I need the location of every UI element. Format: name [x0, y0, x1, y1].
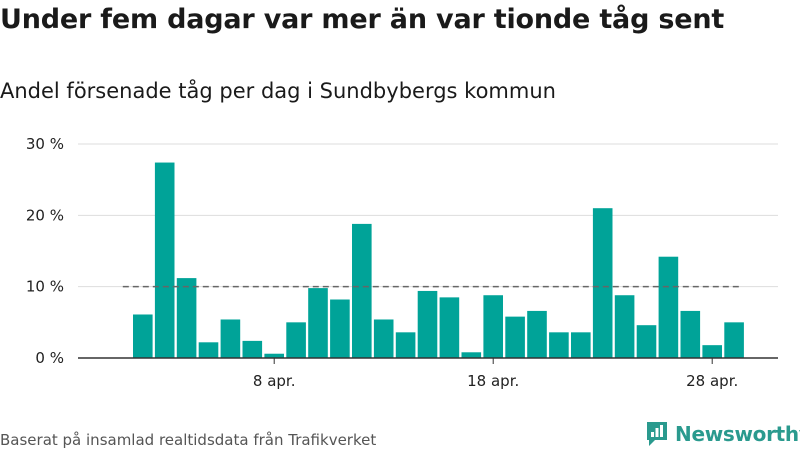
bar — [483, 295, 503, 358]
bar — [658, 256, 679, 358]
bar-chart: 0 % 10 % 20 % 30 % 8 apr. 18 apr. 28 apr. — [26, 135, 778, 390]
bar — [330, 299, 350, 358]
bar — [154, 162, 175, 358]
axes: 0 % 10 % 20 % 30 % 8 apr. 18 apr. 28 apr. — [26, 135, 778, 390]
bar — [439, 297, 460, 358]
bar — [133, 314, 153, 358]
bar — [198, 342, 219, 358]
bars — [133, 162, 744, 358]
bar — [549, 332, 569, 358]
bar — [724, 322, 744, 358]
source-note: Baserat på insamlad realtidsdata från Tr… — [0, 431, 377, 449]
bar — [505, 316, 525, 358]
bar — [527, 310, 547, 358]
bar — [176, 278, 197, 358]
bar — [636, 325, 657, 358]
newsworthy-logo-icon — [647, 422, 667, 446]
bar — [352, 223, 372, 358]
bar — [461, 352, 482, 358]
bar — [417, 290, 438, 358]
bar — [286, 322, 306, 358]
chart-title: Under fem dagar var mer än var tionde tå… — [0, 4, 725, 35]
bar — [220, 319, 241, 358]
x-tick-label: 28 apr. — [686, 372, 738, 390]
bar — [264, 353, 284, 358]
y-tick-label: 10 % — [26, 278, 64, 296]
bar — [702, 345, 722, 358]
y-tick-label: 20 % — [26, 206, 64, 224]
x-tick-label: 8 apr. — [253, 372, 296, 390]
chart-subtitle: Andel försenade tåg per dag i Sundbyberg… — [0, 79, 556, 103]
bar — [592, 208, 613, 358]
x-tick-label: 18 apr. — [467, 372, 519, 390]
bar — [614, 295, 635, 358]
bar — [373, 319, 394, 358]
bar — [680, 310, 701, 358]
bar — [395, 332, 416, 358]
y-tick-label: 30 % — [26, 135, 64, 153]
newsworthy-logo: Newsworthy — [645, 420, 800, 448]
bar — [571, 332, 591, 358]
bar — [242, 340, 263, 358]
y-tick-label: 0 % — [35, 349, 64, 367]
bar — [308, 288, 328, 358]
newsworthy-logo-text: Newsworthy — [675, 422, 800, 446]
